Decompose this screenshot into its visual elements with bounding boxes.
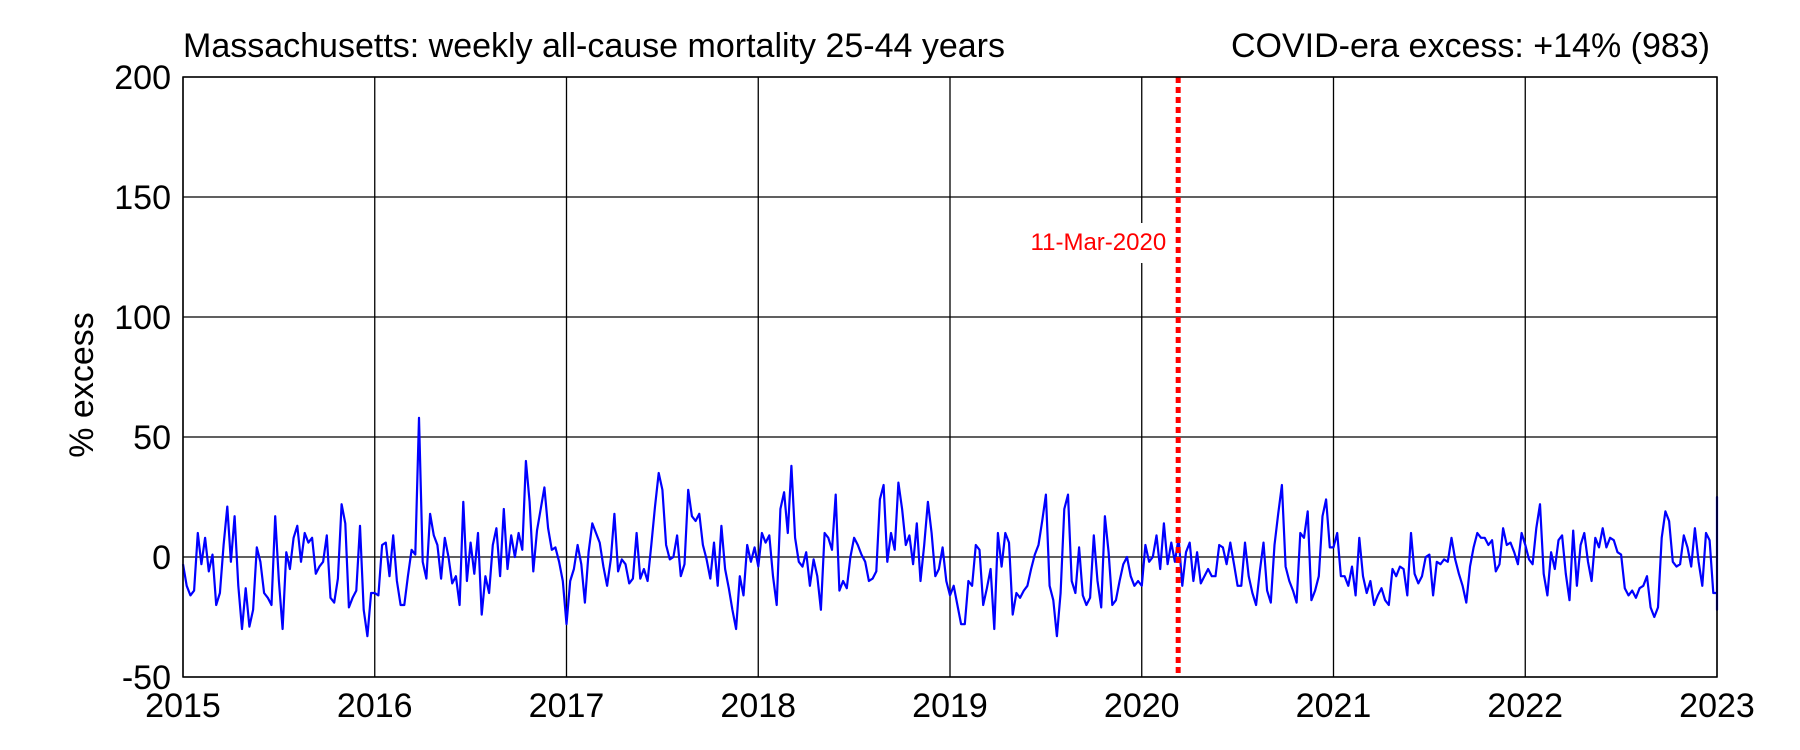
- y-tick-label: 50: [133, 419, 171, 457]
- x-tick-label: 2019: [912, 687, 988, 725]
- x-tick-label: 2015: [145, 687, 221, 725]
- y-tick-label: 0: [152, 539, 171, 577]
- y-axis-label: % excess: [63, 312, 101, 458]
- plot-frame: [182, 76, 1718, 678]
- x-tick-label: 2017: [529, 687, 605, 725]
- y-tick-label: -50: [122, 659, 171, 697]
- event-label: 11-Mar-2020: [1031, 229, 1167, 256]
- y-tick-label: 100: [114, 299, 171, 337]
- x-axis-ticks: 2015 2016 2017 2018 2019 2020 2021 2022 2023: [145, 687, 1755, 725]
- x-tick-label: 2023: [1679, 687, 1755, 725]
- y-axis-ticks: 200 150 100 50 0 -50: [114, 59, 171, 697]
- x-tick-label: 2020: [1104, 687, 1180, 725]
- event-label-bg: [1018, 223, 1169, 263]
- x-tick-label: 2016: [337, 687, 413, 725]
- chart-title: Massachusetts: weekly all-cause mortalit…: [183, 27, 1005, 65]
- x-tick-label: 2018: [720, 687, 796, 725]
- x-tick-label: 2021: [1296, 687, 1372, 725]
- y-tick-label: 200: [114, 59, 171, 97]
- y-tick-label: 150: [114, 179, 171, 217]
- chart-subtitle: COVID-era excess: +14% (983): [1231, 27, 1710, 65]
- grid-lines: [182, 76, 1718, 678]
- event-marker: 11-Mar-2020: [1018, 77, 1181, 677]
- x-tick-label: 2022: [1487, 687, 1563, 725]
